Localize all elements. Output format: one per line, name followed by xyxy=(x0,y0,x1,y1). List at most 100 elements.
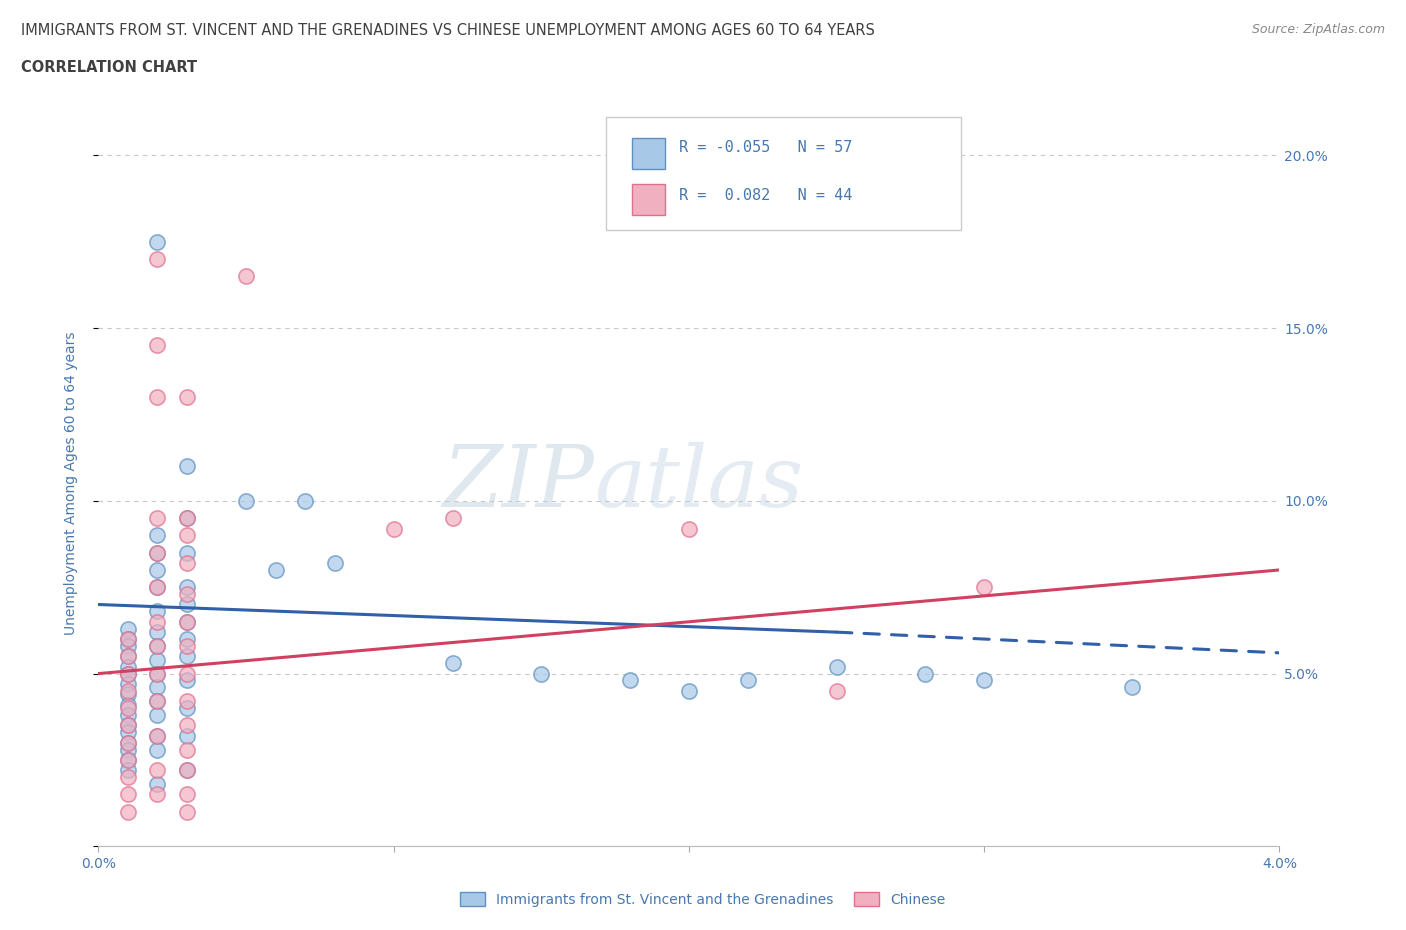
Text: IMMIGRANTS FROM ST. VINCENT AND THE GRENADINES VS CHINESE UNEMPLOYMENT AMONG AGE: IMMIGRANTS FROM ST. VINCENT AND THE GREN… xyxy=(21,23,875,38)
Point xyxy=(146,728,169,743)
Point xyxy=(146,639,169,654)
Point xyxy=(117,708,139,723)
Point xyxy=(973,579,995,594)
Point xyxy=(117,698,139,712)
Point xyxy=(146,511,169,525)
Point xyxy=(117,649,139,664)
Point xyxy=(176,587,198,602)
Text: R = -0.055   N = 57: R = -0.055 N = 57 xyxy=(679,140,853,154)
Point xyxy=(176,458,198,473)
Y-axis label: Unemployment Among Ages 60 to 64 years: Unemployment Among Ages 60 to 64 years xyxy=(63,332,77,635)
Point xyxy=(146,338,169,352)
Text: CORRELATION CHART: CORRELATION CHART xyxy=(21,60,197,75)
Point xyxy=(382,521,405,536)
Point xyxy=(146,777,169,791)
Point xyxy=(235,494,257,509)
Point xyxy=(176,511,198,525)
FancyBboxPatch shape xyxy=(633,139,665,168)
Point xyxy=(235,269,257,284)
Text: R =  0.082   N = 44: R = 0.082 N = 44 xyxy=(679,188,853,203)
Point xyxy=(176,390,198,405)
Point xyxy=(117,724,139,739)
Point xyxy=(146,390,169,405)
Point xyxy=(146,625,169,640)
Point xyxy=(146,604,169,618)
Point xyxy=(176,742,198,757)
Point xyxy=(678,521,700,536)
Point xyxy=(146,694,169,709)
Point xyxy=(146,787,169,802)
Point xyxy=(176,787,198,802)
Point xyxy=(146,742,169,757)
Point xyxy=(146,545,169,560)
Point xyxy=(176,763,198,777)
Point xyxy=(117,621,139,636)
Point xyxy=(117,752,139,767)
Point xyxy=(619,673,641,688)
Point xyxy=(117,718,139,733)
Point xyxy=(146,708,169,723)
Point xyxy=(146,763,169,777)
Point xyxy=(323,555,346,570)
Point xyxy=(146,639,169,654)
Point xyxy=(825,659,848,674)
Point xyxy=(441,511,464,525)
Point xyxy=(146,615,169,630)
Point xyxy=(146,652,169,667)
Point xyxy=(146,252,169,267)
Point xyxy=(117,684,139,698)
Point xyxy=(176,579,198,594)
Point xyxy=(117,804,139,819)
Point xyxy=(176,615,198,630)
Point xyxy=(117,639,139,654)
Point xyxy=(117,763,139,777)
Point xyxy=(1121,680,1143,695)
Point xyxy=(146,528,169,543)
Point xyxy=(176,528,198,543)
Point xyxy=(176,763,198,777)
Point xyxy=(176,511,198,525)
Point xyxy=(117,770,139,785)
FancyBboxPatch shape xyxy=(606,117,960,230)
Point xyxy=(825,684,848,698)
Point xyxy=(117,666,139,681)
Point xyxy=(117,631,139,646)
Point xyxy=(146,579,169,594)
FancyBboxPatch shape xyxy=(633,184,665,215)
Point xyxy=(146,563,169,578)
Point xyxy=(264,563,287,578)
Point xyxy=(973,673,995,688)
Point xyxy=(176,700,198,715)
Legend: Immigrants from St. Vincent and the Grenadines, Chinese: Immigrants from St. Vincent and the Gren… xyxy=(453,885,953,914)
Point xyxy=(117,687,139,702)
Point xyxy=(176,615,198,630)
Point xyxy=(146,666,169,681)
Point xyxy=(146,234,169,249)
Point xyxy=(146,579,169,594)
Point xyxy=(117,742,139,757)
Point xyxy=(176,718,198,733)
Point xyxy=(117,631,139,646)
Point xyxy=(176,673,198,688)
Point xyxy=(176,694,198,709)
Point xyxy=(117,659,139,674)
Point xyxy=(294,494,316,509)
Point xyxy=(176,597,198,612)
Point xyxy=(146,680,169,695)
Point xyxy=(176,804,198,819)
Text: Source: ZipAtlas.com: Source: ZipAtlas.com xyxy=(1251,23,1385,36)
Point xyxy=(146,728,169,743)
Point xyxy=(176,555,198,570)
Point xyxy=(176,649,198,664)
Point xyxy=(441,656,464,671)
Point xyxy=(117,718,139,733)
Point xyxy=(678,684,700,698)
Point xyxy=(737,673,759,688)
Point xyxy=(117,676,139,691)
Point xyxy=(117,752,139,767)
Point xyxy=(117,736,139,751)
Point xyxy=(117,649,139,664)
Text: ZIP: ZIP xyxy=(443,443,595,525)
Point xyxy=(146,545,169,560)
Point xyxy=(530,666,553,681)
